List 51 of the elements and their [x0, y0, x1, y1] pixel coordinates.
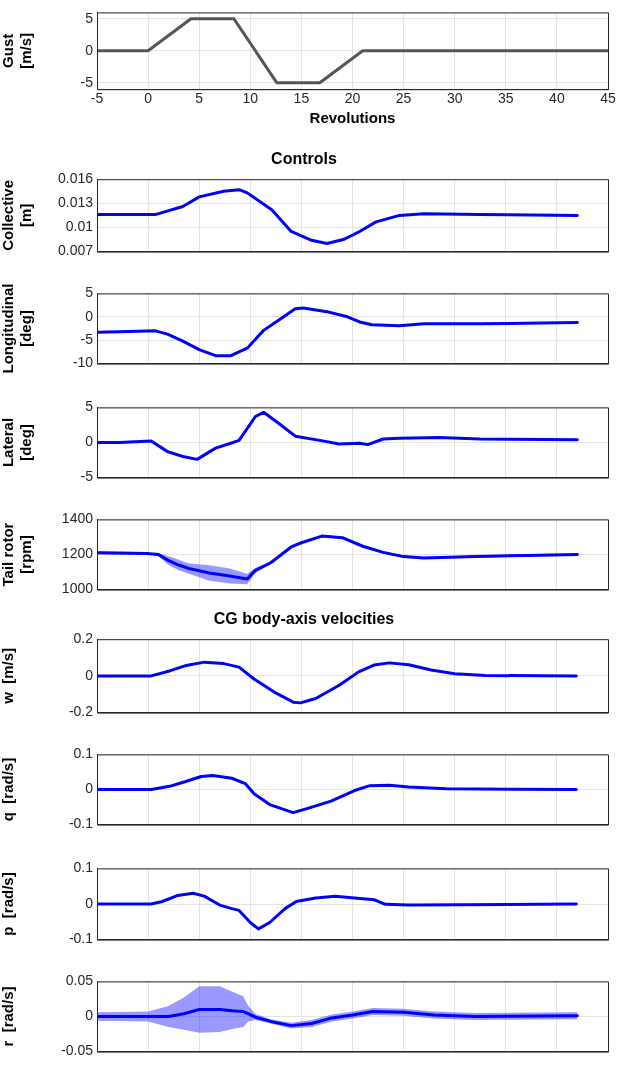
- y-tick-label: 0: [85, 1007, 94, 1024]
- y-tick-label: 5: [85, 284, 94, 301]
- y-tick-label: 0.007: [57, 242, 94, 259]
- x-tick-label: 20: [344, 90, 361, 107]
- y-tick-label: 0.1: [73, 745, 94, 762]
- y-tick-label: 1400: [61, 510, 94, 527]
- y-axis-title: Collective [m]: [0, 179, 35, 251]
- y-tick-label: 0: [85, 666, 94, 683]
- y-tick-label: 5: [85, 398, 94, 415]
- x-tick-label: 10: [242, 90, 259, 107]
- x-tick-label: 30: [446, 90, 463, 107]
- y-tick-label: -5: [80, 468, 94, 485]
- x-tick-label: 25: [395, 90, 412, 107]
- y-tick-label: 1000: [61, 580, 94, 597]
- x-axis-title: Revolutions: [309, 109, 396, 127]
- y-tick-label: -0.05: [61, 1042, 94, 1059]
- chart-title: Controls: [271, 150, 337, 168]
- x-tick-label: 15: [293, 90, 310, 107]
- y-tick-label: -5: [80, 331, 94, 348]
- y-tick-label: 0: [85, 894, 94, 911]
- x-tick-label: 0: [144, 90, 153, 107]
- y-tick-label: -0.1: [68, 815, 94, 832]
- y-axis-title: Tail rotor [rpm]: [0, 522, 35, 587]
- chart-title: CG body-axis velocities: [213, 610, 395, 628]
- y-axis-title: Gust [m/s]: [0, 32, 35, 69]
- y-tick-label: -0.2: [68, 703, 94, 720]
- y-axis-title: Longitudinal [deg]: [0, 283, 35, 374]
- y-tick-label: 5: [85, 9, 94, 26]
- x-tick-label: 5: [195, 90, 204, 107]
- x-tick-label: 45: [600, 90, 616, 107]
- y-axis-title: p [rad/s]: [0, 872, 17, 936]
- y-tick-label: 0.016: [57, 170, 94, 187]
- y-tick-label: 0.013: [57, 194, 94, 211]
- y-axis-title: Lateral [deg]: [0, 417, 35, 468]
- y-axis-title: q [rad/s]: [0, 757, 17, 822]
- x-tick-label: 40: [549, 90, 565, 107]
- y-tick-label: 1200: [61, 545, 94, 562]
- y-axis-title: r [rad/s]: [0, 986, 17, 1047]
- y-tick-label: 0.01: [65, 218, 94, 235]
- y-tick-label: 0: [85, 780, 94, 797]
- y-tick-label: -0.1: [68, 930, 94, 947]
- y-tick-label: 0: [85, 41, 94, 58]
- y-tick-label: -10: [72, 354, 94, 371]
- x-tick-label: 35: [498, 90, 514, 107]
- y-tick-label: -5: [80, 73, 94, 90]
- y-tick-label: 0.1: [73, 859, 94, 876]
- y-tick-label: 0.05: [65, 972, 94, 989]
- y-tick-label: 0.2: [73, 630, 94, 647]
- y-axis-title: w [m/s]: [0, 647, 17, 705]
- y-tick-label: 0: [85, 433, 94, 450]
- y-tick-label: 0: [85, 307, 94, 324]
